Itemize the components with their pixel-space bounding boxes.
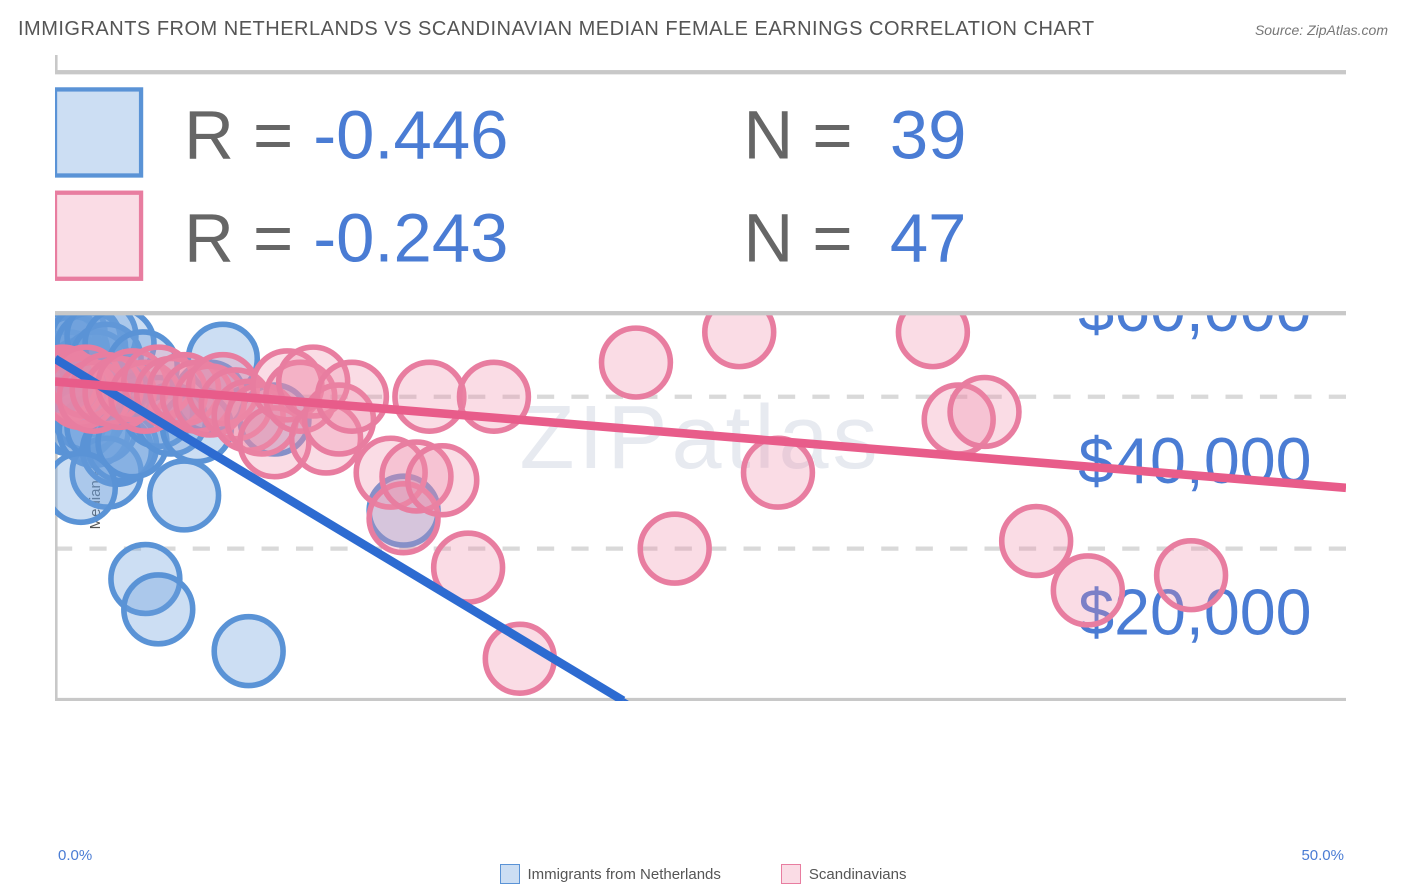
svg-text:-0.446: -0.446 [313,96,508,173]
legend-item-scandinavians: Scandinavians [781,864,907,884]
legend-label: Immigrants from Netherlands [528,866,721,883]
plot-area: ZIPatlas $20,000$40,000$60,000$80,000R =… [55,55,1346,842]
chart-title: IMMIGRANTS FROM NETHERLANDS VS SCANDINAV… [18,18,1095,41]
svg-text:N =: N = [744,200,853,277]
svg-text:N =: N = [744,96,853,173]
svg-text:47: 47 [890,200,967,277]
legend: Immigrants from Netherlands Scandinavian… [0,864,1406,884]
legend-swatch-netherlands [500,864,520,884]
title-bar: IMMIGRANTS FROM NETHERLANDS VS SCANDINAV… [18,18,1388,41]
legend-item-netherlands: Immigrants from Netherlands [500,864,721,884]
source-attribution: Source: ZipAtlas.com [1255,22,1388,38]
legend-swatch-scandinavians [781,864,801,884]
legend-label: Scandinavians [809,866,907,883]
x-tick-max: 50.0% [1301,847,1344,864]
svg-text:39: 39 [890,96,967,173]
svg-text:R =: R = [184,96,293,173]
scatter-chart: $20,000$40,000$60,000$80,000R = -0.446N … [55,55,1346,701]
svg-text:R =: R = [184,200,293,277]
svg-text:-0.243: -0.243 [313,200,508,277]
x-tick-min: 0.0% [58,847,92,864]
